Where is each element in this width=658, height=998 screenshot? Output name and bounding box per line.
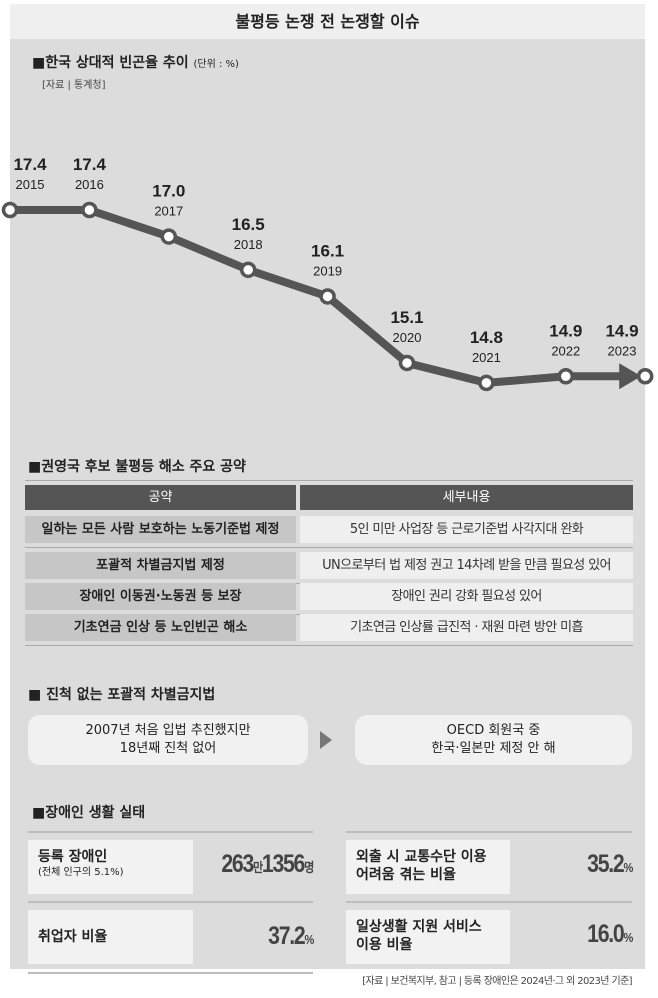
value-part: 1356 bbox=[261, 850, 305, 878]
pledge-detail-cell: 장애인 권리 강화 필요성 있어 bbox=[300, 583, 633, 610]
divider bbox=[25, 547, 633, 548]
stat-sublabel: (전체 인구의 5.1%) bbox=[38, 867, 124, 878]
value-label: 17.0 bbox=[152, 182, 185, 201]
data-point bbox=[478, 374, 495, 392]
data-point bbox=[557, 368, 575, 385]
pledge-cell: 일하는 모든 사람 보호하는 노동기준법 제정 bbox=[25, 516, 296, 543]
value-part: 35.2 bbox=[587, 850, 625, 878]
pledges-heading: ■권영국 후보 불평등 해소 주요 공약 bbox=[28, 459, 246, 475]
stat-employment-label: 취업자 비율 bbox=[28, 910, 193, 964]
value-label: 14.9 bbox=[605, 321, 638, 340]
pledge-cell: 포괄적 차별금지법 제정 bbox=[25, 552, 296, 579]
value-label: 17.4 bbox=[73, 155, 107, 174]
arrow-head-icon bbox=[619, 363, 642, 390]
value-part: 263 bbox=[221, 850, 254, 878]
box-line: 한국·일본만 제정 안 해 bbox=[431, 741, 556, 756]
pledge-cell: 기초연금 인상 등 노인빈곤 해소 bbox=[25, 614, 296, 641]
antidisc-title: 진척 없는 포괄적 차별금지법 bbox=[46, 687, 216, 703]
stat-label: 어려움 겪는 비율 bbox=[356, 867, 456, 883]
year-label: 2022 bbox=[551, 343, 580, 358]
year-label: 2023 bbox=[608, 343, 637, 358]
table-header-pledge: 공약 bbox=[25, 485, 296, 510]
stat-transport-value: 35.2% bbox=[530, 850, 633, 879]
divider bbox=[28, 901, 313, 903]
chart-heading: ■한국 상대적 빈곤율 추이 (단위 : %) bbox=[32, 55, 239, 71]
value-label: 14.9 bbox=[549, 321, 582, 340]
stat-label: 이용 비율 bbox=[356, 937, 413, 953]
chart-source: [자료 | 통계청] bbox=[42, 80, 106, 91]
value-part: 37.2 bbox=[268, 922, 306, 950]
value-label: 16.5 bbox=[232, 215, 265, 234]
data-point bbox=[81, 201, 98, 219]
divider bbox=[346, 831, 632, 833]
unit-part: 명 bbox=[304, 860, 314, 875]
data-point bbox=[239, 261, 257, 279]
box-line: OECD 회원국 중 bbox=[446, 723, 541, 738]
data-point bbox=[398, 354, 416, 372]
year-label: 2020 bbox=[393, 330, 422, 345]
value-label: 14.8 bbox=[470, 328, 503, 347]
unit-part: % bbox=[304, 932, 314, 947]
value-label: 17.4 bbox=[13, 155, 47, 174]
value-part: 16.0 bbox=[587, 920, 625, 948]
pledge-detail-cell: 5인 미만 사업장 등 근로기준법 사각지대 완화 bbox=[300, 516, 633, 543]
unit-part: % bbox=[623, 860, 633, 875]
antidisc-heading: ■ 진척 없는 포괄적 차별금지법 bbox=[28, 687, 216, 703]
pledges-title: 권영국 후보 불평등 해소 주요 공약 bbox=[41, 459, 246, 475]
stat-support-value: 16.0% bbox=[530, 920, 633, 949]
data-point bbox=[636, 368, 654, 385]
divider bbox=[346, 901, 632, 903]
data-point bbox=[1, 201, 19, 219]
disabled-source: [자료 | 보건복지부, 참고 | 등록 장애인은 2024년·그 외 2023… bbox=[362, 976, 632, 987]
pledge-detail-cell: UN으로부터 법 제정 권고 14차례 받을 만큼 필요성 있어 bbox=[300, 552, 633, 579]
divider bbox=[25, 480, 633, 481]
table-header-detail: 세부내용 bbox=[300, 485, 633, 510]
data-point bbox=[319, 288, 336, 305]
divider bbox=[28, 972, 313, 974]
year-label: 2016 bbox=[75, 177, 104, 192]
divider bbox=[28, 831, 313, 833]
unit-part: 만 bbox=[253, 860, 263, 875]
pledge-detail-cell: 기초연금 인상률 급진적 · 재원 마련 방안 미흡 bbox=[300, 614, 633, 641]
antidisc-left-box: 2007년 처음 입법 추진했지만 18년째 진척 없어 bbox=[28, 715, 308, 765]
box-line: 2007년 처음 입법 추진했지만 bbox=[85, 723, 251, 738]
stat-label: 일상생활 지원 서비스 bbox=[356, 919, 482, 935]
series-line bbox=[10, 206, 624, 387]
data-point bbox=[160, 228, 178, 245]
infographic-title: 불평등 논쟁 전 논쟁할 이슈 bbox=[10, 4, 645, 39]
year-label: 2015 bbox=[16, 177, 45, 192]
value-label: 15.1 bbox=[390, 308, 423, 327]
disabled-title: 장애인 생활 실태 bbox=[45, 805, 146, 821]
divider bbox=[25, 645, 633, 646]
box-line: 18년째 진척 없어 bbox=[119, 741, 217, 756]
stat-registered-value: 263만1356명 bbox=[213, 850, 314, 879]
value-label: 16.1 bbox=[311, 241, 344, 260]
year-label: 2019 bbox=[313, 263, 342, 278]
year-label: 2017 bbox=[154, 204, 183, 219]
stat-employment-value: 37.2% bbox=[213, 922, 314, 951]
stat-registered-label: 등록 장애인 (전체 인구의 5.1%) bbox=[28, 840, 193, 894]
chart-title: 한국 상대적 빈곤율 추이 bbox=[45, 55, 189, 71]
chart-unit: (단위 : %) bbox=[193, 59, 239, 70]
year-label: 2018 bbox=[234, 237, 263, 252]
stat-label: 등록 장애인 bbox=[38, 849, 108, 865]
disabled-heading: ■장애인 생활 실태 bbox=[32, 805, 146, 821]
arrow-right-icon bbox=[320, 731, 332, 749]
unit-part: % bbox=[623, 930, 633, 945]
stat-label: 외출 시 교통수단 이용 bbox=[356, 849, 487, 865]
year-label: 2021 bbox=[472, 350, 501, 365]
pledge-cell: 장애인 이동권·노동권 등 보장 bbox=[25, 583, 296, 610]
poverty-line-chart: 17.4 2015 17.4 2016 17.0 2017 16.5 2018 16.1 2019… bbox=[1, 155, 654, 392]
